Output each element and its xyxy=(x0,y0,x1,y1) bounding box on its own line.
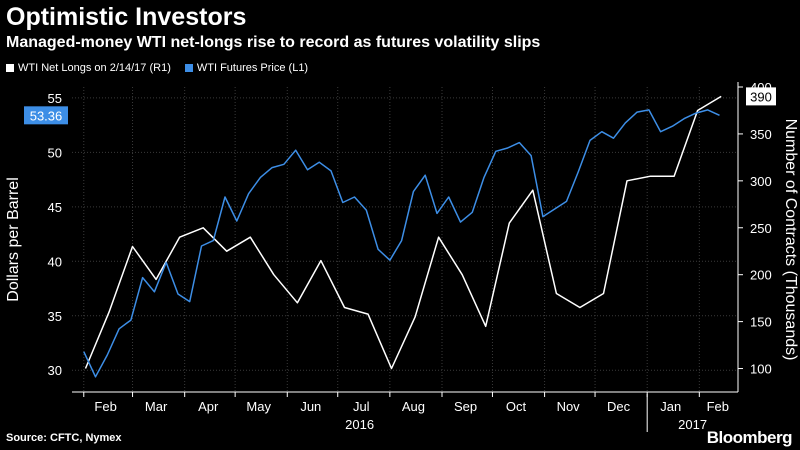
series-line-net-longs xyxy=(84,95,722,370)
y-right-tick-label: 250 xyxy=(750,221,772,236)
x-tick-label: Mar xyxy=(145,399,168,414)
y-right-tick-label: 150 xyxy=(750,315,772,330)
legend-swatch-net-longs xyxy=(6,64,14,72)
legend-item-net-longs: WTI Net Longs on 2/14/17 (R1) xyxy=(6,62,171,74)
y-left-tick-label: 50 xyxy=(48,145,62,160)
x-year-label: 2017 xyxy=(678,417,707,432)
y-left-axis-title: Dollars per Barrel xyxy=(5,177,22,301)
last-value-label-price: 53.36 xyxy=(30,108,63,123)
legend-swatch-price xyxy=(184,64,193,72)
x-year-label: 2016 xyxy=(345,417,374,432)
legend: WTI Net Longs on 2/14/17 (R1) WTI Future… xyxy=(6,62,308,74)
y-right-axis-title: Number of Contracts (Thousands) xyxy=(782,119,799,361)
legend-item-price: WTI Futures Price (L1) xyxy=(184,62,309,74)
chart-subtitle: Managed-money WTI net-longs rise to reco… xyxy=(6,34,541,51)
x-tick-label: Oct xyxy=(506,399,527,414)
x-tick-label: Nov xyxy=(557,399,581,414)
x-tick-label: Jan xyxy=(660,399,681,414)
x-tick-label: Feb xyxy=(707,399,729,414)
y-left-tick-label: 30 xyxy=(48,363,62,378)
series-line-price xyxy=(83,109,720,378)
bloomberg-logo: Bloomberg xyxy=(706,428,793,447)
last-value-tag-price xyxy=(24,106,68,125)
y-left-tick-label: 35 xyxy=(48,309,62,324)
x-tick-label: Dec xyxy=(607,399,631,414)
y-right-tick-label: 300 xyxy=(750,174,772,189)
y-left-tick-label: 55 xyxy=(48,91,62,106)
y-left-tick-label: 45 xyxy=(48,200,62,215)
x-tick-label: May xyxy=(246,399,271,414)
last-value-label-net-longs: 390 xyxy=(750,89,772,104)
x-tick-label: Apr xyxy=(198,399,219,414)
x-tick-label: Jul xyxy=(353,399,370,414)
chart-title: Optimistic Investors xyxy=(6,3,247,31)
x-tick-label: Jun xyxy=(300,399,321,414)
x-tick-label: Sep xyxy=(454,399,477,414)
y-right-tick-label: 100 xyxy=(750,362,772,377)
legend-label-net-longs: WTI Net Longs on 2/14/17 (R1) xyxy=(18,62,171,74)
y-right-tick-label: 200 xyxy=(750,268,772,283)
y-left-tick-label: 40 xyxy=(48,254,62,269)
y-right-tick-label: 350 xyxy=(750,127,772,142)
x-tick-label: Aug xyxy=(402,399,425,414)
legend-label-price: WTI Futures Price (L1) xyxy=(196,62,309,74)
source-note: Source: CFTC, Nymex xyxy=(6,432,122,444)
x-tick-label: Feb xyxy=(94,399,116,414)
last-value-tag-net-longs xyxy=(746,87,776,106)
